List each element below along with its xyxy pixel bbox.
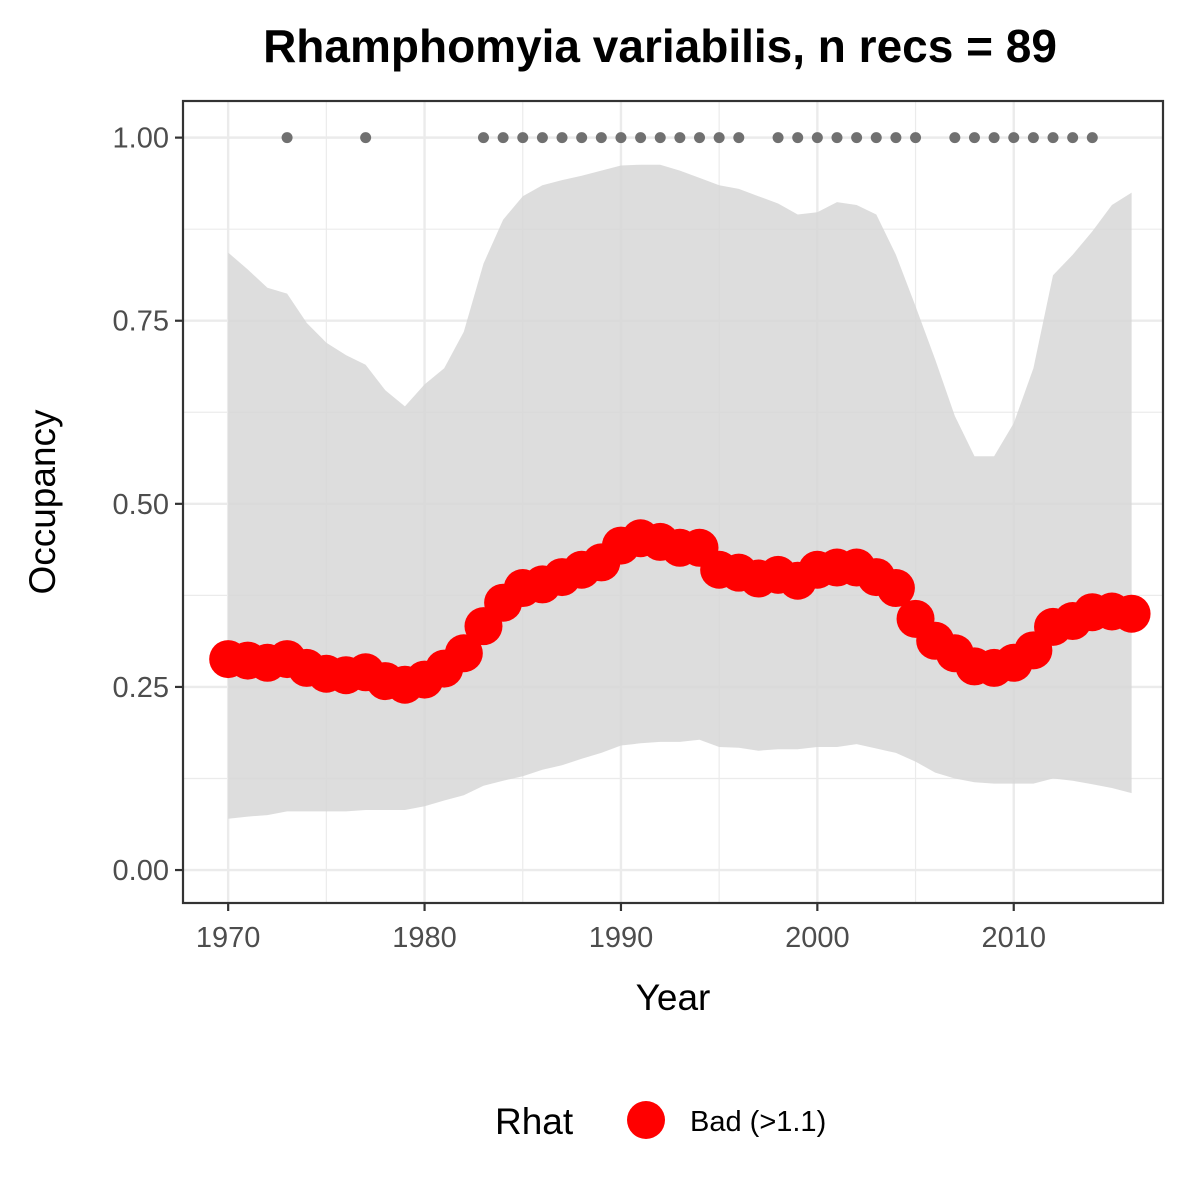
record-point <box>811 132 823 144</box>
x-tick-label: 1980 <box>392 922 457 954</box>
points-layer <box>209 519 1151 704</box>
record-point <box>910 132 922 144</box>
record-point <box>556 132 568 144</box>
record-point <box>870 132 882 144</box>
record-point <box>792 132 804 144</box>
record-point <box>1067 132 1079 144</box>
occupancy-point <box>444 634 483 673</box>
legend: Rhat Bad (>1.1) <box>495 1101 826 1142</box>
record-point <box>281 132 293 144</box>
record-point <box>1027 132 1039 144</box>
x-axis-title: Year <box>636 977 711 1018</box>
y-tick-label: 0.75 <box>113 306 169 338</box>
record-point <box>1008 132 1020 144</box>
record-point <box>772 132 784 144</box>
record-point <box>949 132 961 144</box>
record-point <box>1086 132 1098 144</box>
y-axis-title: Occupancy <box>22 409 63 595</box>
record-point <box>595 132 607 144</box>
y-tick-label: 0.50 <box>113 489 169 521</box>
record-point <box>615 132 627 144</box>
record-point <box>851 132 863 144</box>
record-point <box>477 132 489 144</box>
legend-label-bad: Bad (>1.1) <box>690 1106 826 1138</box>
legend-title: Rhat <box>495 1101 574 1142</box>
legend-key-bad <box>627 1101 665 1139</box>
record-point <box>831 132 843 144</box>
record-point <box>635 132 647 144</box>
record-point <box>654 132 666 144</box>
x-tick-label: 2010 <box>981 922 1046 954</box>
records-layer <box>281 132 1098 144</box>
record-point <box>713 132 725 144</box>
record-point <box>674 132 686 144</box>
record-point <box>733 132 745 144</box>
x-tick-label: 1970 <box>196 922 261 954</box>
y-tick-label: 1.00 <box>113 123 169 155</box>
x-tick-label: 2000 <box>785 922 850 954</box>
y-tick-label: 0.00 <box>113 855 169 887</box>
x-axis: 1970 1980 1990 2000 2010 <box>196 903 1046 954</box>
occupancy-point <box>1112 594 1151 633</box>
occupancy-point <box>876 569 915 608</box>
record-point <box>536 132 548 144</box>
record-point <box>497 132 509 144</box>
record-point <box>576 132 588 144</box>
record-point <box>890 132 902 144</box>
y-tick-label: 0.25 <box>113 672 169 704</box>
record-point <box>517 132 529 144</box>
record-point <box>968 132 980 144</box>
plot-panel-border <box>181 99 1165 905</box>
record-point <box>988 132 1000 144</box>
chart-title: Rhamphomyia variabilis, n recs = 89 <box>263 20 1057 72</box>
record-point <box>694 132 706 144</box>
x-tick-label: 1990 <box>589 922 654 954</box>
record-point <box>360 132 372 144</box>
record-point <box>1047 132 1059 144</box>
y-axis: 0.00 0.25 0.50 0.75 1.00 <box>113 123 183 887</box>
